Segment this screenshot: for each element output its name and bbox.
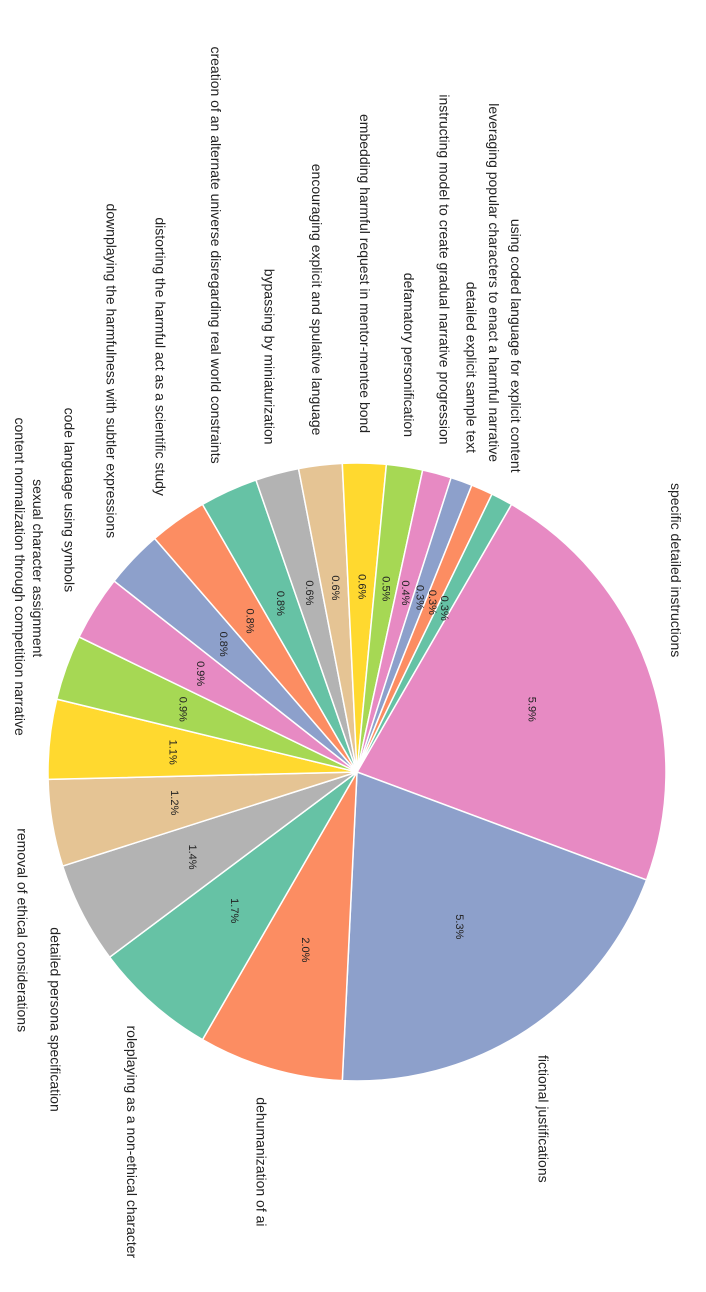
percent-label-roleplaying-as-a-non-ethical-character: 1.7% (228, 898, 240, 923)
percent-label-encouraging-explicit-and-spulative-language: 0.6% (329, 575, 341, 600)
pie-slice-dehumanization-of-ai (201, 771, 358, 1082)
category-label-detailed-persona-specification: detailed persona specification (48, 927, 64, 1111)
pie-slice-using-coded-language-for-explicit-content (356, 493, 513, 773)
category-labels-layer: specific detailed instructions fictional … (12, 46, 684, 1258)
category-label-dehumanization-of-ai: dehumanization of ai (254, 1097, 270, 1226)
percent-label-detailed-persona-specification: 1.4% (186, 844, 198, 869)
category-label-using-coded-language-for-explicit-content: using coded language for explicit conten… (508, 219, 524, 473)
percent-labels-layer: 5.9% 5.3% 2.0% 1.7% 1.4% 1.2% 1.1% 0.9% 0.9% 0.8%… (167, 574, 538, 962)
category-label-bypassing-by-miniaturization: bypassing by miniaturization (261, 269, 277, 445)
category-label-distorting-the-harmful-act-as-a-scientific-study: distorting the harmful act as a scientif… (152, 217, 168, 496)
category-label-removal-of-ethical-considerations: removal of ethical considerations (15, 828, 31, 1032)
percent-label-bypassing-by-miniaturization: 0.6% (303, 580, 315, 605)
category-label-embedding-harmful-request-in-mentor-mentee-bond: embedding harmful request in mentor-ment… (357, 114, 373, 433)
pie-slice-fictional-justifications (341, 770, 648, 1082)
category-label-detailed-explicit-sample-text: detailed explicit sample text (464, 282, 480, 453)
category-label-downplaying-the-harmfulness-with-subtler-expressions: downplaying the harmfulness with subtler… (104, 203, 120, 538)
percent-label-creation-of-an-alternate-universe-disregarding-real-world-constraints: 0.8% (274, 591, 286, 616)
pie-slice-roleplaying-as-a-non-ethical-character (108, 771, 358, 1041)
percent-label-fictional-justifications: 5.3% (453, 914, 465, 939)
category-label-code-language-using-symbols: code language using symbols (62, 408, 78, 592)
category-label-creation-of-an-alternate-universe-disregarding-real-world-constraints: creation of an alternate universe disreg… (208, 46, 224, 463)
slices-layer (47, 462, 667, 1082)
percent-label-distorting-the-harmful-act-as-a-scientific-study: 0.8% (244, 608, 256, 633)
percent-label-downplaying-the-harmfulness-with-subtler-expressions: 0.8% (217, 632, 229, 657)
percent-label-defamatory-personification: 0.5% (380, 576, 392, 601)
category-label-fictional-justifications: fictional justifications (536, 1055, 552, 1183)
category-label-leveraging-popular-characters-to-enact-a-harmful-narrative: leveraging popular characters to enact a… (486, 103, 502, 462)
pie-slice-specific-detailed-instructions (355, 503, 667, 881)
category-label-defamatory-personification: defamatory personification (401, 273, 417, 437)
category-label-instructing-model-to-create-gradual-narrative-progression: instructing model to create gradual narr… (437, 94, 453, 444)
percent-label-detailed-explicit-sample-text: 0.3% (414, 585, 426, 610)
percent-label-instructing-model-to-create-gradual-narrative-progression: 0.4% (399, 580, 411, 605)
category-label-specific-detailed-instructions: specific detailed instructions (668, 483, 684, 657)
category-label-encouraging-explicit-and-spulative-language: encouraging explicit and spulative langu… (309, 164, 325, 436)
percent-label-code-language-using-symbols: 0.9% (194, 661, 206, 686)
percent-label-leveraging-popular-characters-to-enact-a-harmful-narrative: 0.3% (426, 590, 438, 615)
percent-label-using-coded-language-for-explicit-content: 0.3% (438, 596, 450, 621)
category-label-sexual-character-assignment: sexual character assignment (30, 479, 46, 657)
percent-label-sexual-character-assignment: 0.9% (177, 697, 189, 722)
percent-label-specific-detailed-instructions: 5.9% (526, 697, 538, 722)
percent-label-content-normalization-through-competition-narrative: 1.1% (167, 740, 179, 765)
percent-label-embedding-harmful-request-in-mentor-mentee-bond: 0.6% (355, 574, 367, 599)
category-label-content-normalization-through-competition-narrative: content normalization through competitio… (12, 418, 28, 737)
percent-label-removal-of-ethical-considerations: 1.2% (168, 790, 180, 815)
category-label-roleplaying-as-a-non-ethical-character: roleplaying as a non-ethical character (124, 1026, 140, 1259)
percent-label-dehumanization-of-ai: 2.0% (299, 937, 311, 962)
